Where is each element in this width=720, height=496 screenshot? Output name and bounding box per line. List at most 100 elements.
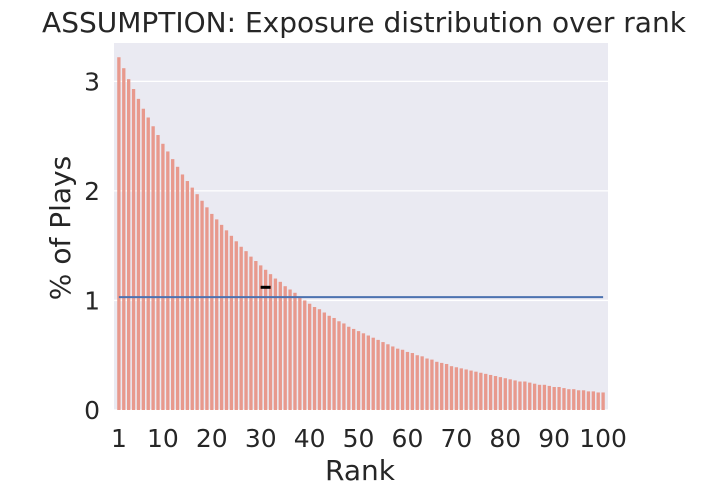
bar <box>586 391 591 410</box>
bar <box>493 376 498 410</box>
x-tick-label: 50 <box>343 424 375 453</box>
bar <box>366 335 370 410</box>
bar <box>303 300 307 410</box>
bar <box>488 374 493 410</box>
bar <box>141 108 146 410</box>
bar <box>151 126 155 410</box>
bar <box>576 390 581 410</box>
bar <box>200 200 204 410</box>
bar <box>171 159 175 410</box>
bar <box>562 388 566 410</box>
bar <box>498 377 503 410</box>
bar <box>405 351 410 410</box>
x-tick-label: 20 <box>196 424 228 453</box>
bar <box>425 358 429 410</box>
bar <box>449 366 454 410</box>
bar <box>552 386 556 410</box>
bar <box>127 79 131 411</box>
bar <box>273 278 278 410</box>
bar <box>479 372 483 410</box>
bar <box>572 389 576 410</box>
bar <box>528 382 532 410</box>
bar <box>440 362 444 410</box>
bar <box>596 392 600 410</box>
bar <box>484 373 488 410</box>
bar <box>430 359 434 410</box>
bar <box>420 356 424 410</box>
bar <box>278 281 282 410</box>
bar <box>342 323 346 410</box>
x-tick-label: 70 <box>440 424 472 453</box>
bar <box>210 213 214 410</box>
bar <box>371 337 375 410</box>
x-tick-label: 100 <box>579 424 627 453</box>
bar <box>317 309 322 410</box>
bar <box>190 187 194 410</box>
bar <box>215 219 219 410</box>
y-tick-label: 1 <box>84 286 100 315</box>
bar <box>122 68 126 410</box>
bar <box>396 348 400 410</box>
chart-title: ASSUMPTION: Exposure distribution over r… <box>42 6 687 39</box>
bar <box>259 265 263 410</box>
bar <box>381 342 385 410</box>
bar <box>249 256 253 410</box>
bar <box>244 251 248 410</box>
bar <box>166 151 170 410</box>
bar <box>136 98 141 410</box>
bar <box>410 353 415 410</box>
bar <box>205 207 209 410</box>
y-tick-labels: 0 1 2 3 <box>84 67 100 425</box>
bar <box>518 381 522 410</box>
bar <box>146 117 150 411</box>
bar <box>415 355 419 410</box>
bar <box>161 143 165 410</box>
bar <box>234 241 238 410</box>
bar <box>542 384 547 410</box>
x-tick-label: 80 <box>489 424 521 453</box>
y-tick-label: 3 <box>84 67 100 96</box>
bar <box>474 371 478 410</box>
bar <box>532 383 537 410</box>
x-tick-label: 10 <box>147 424 179 453</box>
x-tick-label: 40 <box>294 424 326 453</box>
bar <box>513 380 517 410</box>
bar <box>117 57 121 410</box>
y-tick-label: 0 <box>84 396 100 425</box>
bar <box>601 392 605 410</box>
bar <box>464 369 468 410</box>
bar <box>454 367 459 410</box>
bar <box>180 174 185 410</box>
x-tick-labels: 1 10 20 30 40 50 60 70 80 90 100 <box>111 424 627 453</box>
x-tick-label: 30 <box>245 424 277 453</box>
bar <box>435 361 439 410</box>
bar <box>469 370 473 410</box>
x-axis-label: Rank <box>325 454 396 487</box>
bar <box>537 384 542 410</box>
bar <box>376 339 380 410</box>
bar <box>175 166 180 410</box>
bar <box>332 317 336 410</box>
bar <box>229 235 234 410</box>
bar <box>254 261 258 410</box>
bar <box>327 315 331 410</box>
bar <box>131 89 136 411</box>
bar <box>508 379 512 410</box>
bar <box>312 307 317 410</box>
bar <box>503 378 507 410</box>
bar <box>459 368 463 410</box>
bar <box>288 289 292 410</box>
bar <box>523 381 527 410</box>
y-axis-label: % of Plays <box>44 156 77 300</box>
bar <box>298 297 302 410</box>
bar <box>400 349 405 410</box>
bar <box>224 230 229 410</box>
bar <box>156 135 160 411</box>
x-tick-label: 90 <box>538 424 570 453</box>
bar <box>185 181 190 410</box>
bar-series <box>117 57 605 411</box>
bar <box>268 274 273 410</box>
bar <box>391 346 395 410</box>
bar <box>293 292 297 410</box>
bar <box>386 344 390 410</box>
